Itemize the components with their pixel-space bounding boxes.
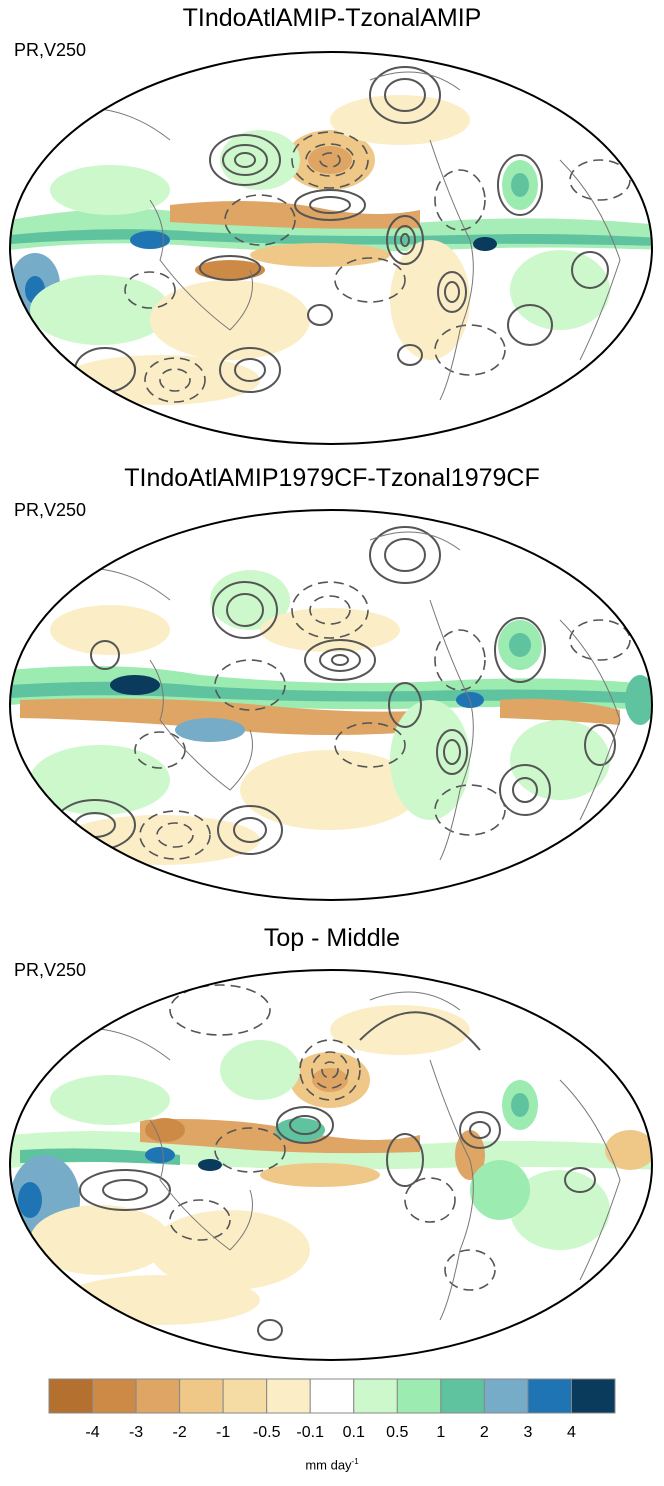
precip-map (9, 969, 653, 1361)
colorbar-swatch (396, 1378, 442, 1414)
colorbar-tick-label: 4 (567, 1424, 576, 1441)
colorbar-tick-label: 1 (436, 1424, 446, 1441)
precip-shading (10, 95, 652, 405)
colorbar-tick-label: -2 (172, 1424, 187, 1441)
colorbar-tick-label: 3 (523, 1424, 533, 1441)
colorbar-swatch (353, 1378, 398, 1414)
colorbar-tick-label: -1 (216, 1424, 231, 1441)
colorbar-tick-label: -0.1 (296, 1424, 324, 1441)
colorbar-swatch (309, 1378, 355, 1414)
colorbar-tick-label: 0.1 (342, 1424, 365, 1441)
colorbar-tick-label: -0.5 (252, 1424, 281, 1441)
coastlines (59, 991, 621, 1321)
v250-contours (79, 1011, 596, 1341)
precip-map (9, 509, 653, 901)
panel-title: TIndoAtlAMIP1979CF-Tzonal1979CF (124, 464, 540, 492)
colorbar-swatch (135, 1378, 181, 1414)
units-exponent: -1 (351, 1457, 359, 1466)
colorbar-swatch (440, 1378, 485, 1414)
units-text: mm day (305, 1457, 352, 1473)
panel-top: TIndoAtlAMIP-TzonalAMIP PR,V250 (0, 0, 664, 460)
panel-bottom: Top - Middle PR,V250 (0, 920, 664, 1370)
colorbar-swatch (483, 1378, 529, 1414)
coastlines (59, 71, 621, 401)
panel-subtitle: PR,V250 (14, 960, 87, 980)
precip-map (9, 51, 653, 445)
colorbar-tick-label: 0.5 (386, 1424, 409, 1441)
colorbar-swatch (266, 1378, 311, 1414)
panel-subtitle: PR,V250 (14, 500, 87, 520)
panel-middle: TIndoAtlAMIP1979CF-Tzonal1979CF PR,V250 (0, 460, 664, 920)
colorbar-tick-label: -4 (85, 1424, 100, 1441)
colorbar-swatch (570, 1378, 616, 1414)
colorbar-tick-label: -3 (128, 1424, 144, 1441)
panel-subtitle: PR,V250 (14, 40, 87, 60)
colorbar-tick-label: 2 (479, 1424, 489, 1441)
colorbar-swatch (222, 1378, 268, 1414)
colorbar-swatch (92, 1378, 137, 1414)
colorbar-swatch (179, 1378, 224, 1414)
v250-negative-contours (124, 131, 631, 403)
panel-title: Top - Middle (263, 924, 401, 952)
colorbar (48, 1378, 616, 1414)
colorbar-swatch (527, 1378, 572, 1414)
v250-negative-contours (169, 984, 496, 1291)
panel-title: TIndoAtlAMIP-TzonalAMIP (182, 4, 482, 32)
units-label: mm day-1 (0, 1457, 664, 1472)
colorbar-swatch (48, 1378, 94, 1414)
precip-shading (10, 570, 652, 865)
